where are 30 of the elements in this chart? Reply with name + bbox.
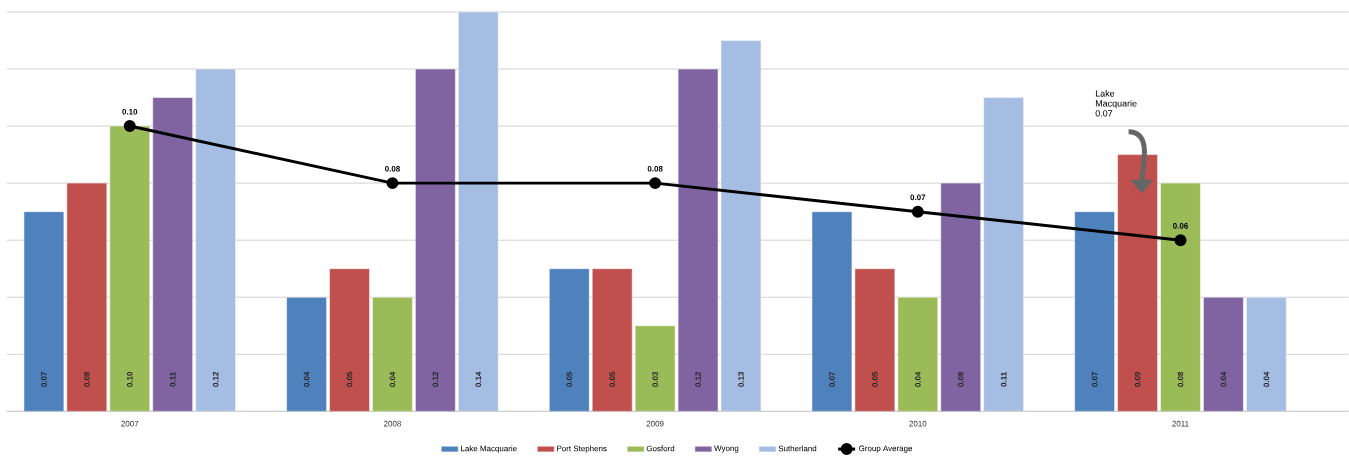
bar: [549, 268, 590, 412]
bar: [1117, 154, 1158, 412]
bar: [286, 296, 327, 412]
point: [386, 177, 399, 190]
point: [123, 119, 136, 132]
bar: [1160, 182, 1201, 412]
bar: [66, 182, 108, 412]
point: [649, 177, 662, 190]
bar: [458, 11, 499, 412]
bar: [1246, 296, 1287, 412]
bar: [634, 325, 676, 412]
bar: [677, 68, 719, 412]
bar: [811, 211, 853, 412]
bar: [983, 97, 1024, 412]
bar: [329, 268, 370, 412]
bar: [372, 296, 413, 412]
bar: [854, 268, 896, 412]
bar: [109, 125, 150, 412]
bar: [940, 182, 981, 412]
bar: [152, 97, 193, 412]
point: [911, 205, 924, 218]
bar: [1074, 211, 1115, 412]
bar: [1203, 296, 1244, 412]
point: [1174, 234, 1187, 247]
annotation: Lake Macquarie 0.07: [1095, 89, 1137, 117]
bar: [591, 268, 633, 412]
bar: [23, 211, 65, 412]
bar: [195, 68, 236, 412]
bar: [415, 68, 456, 412]
bar: [897, 296, 939, 412]
